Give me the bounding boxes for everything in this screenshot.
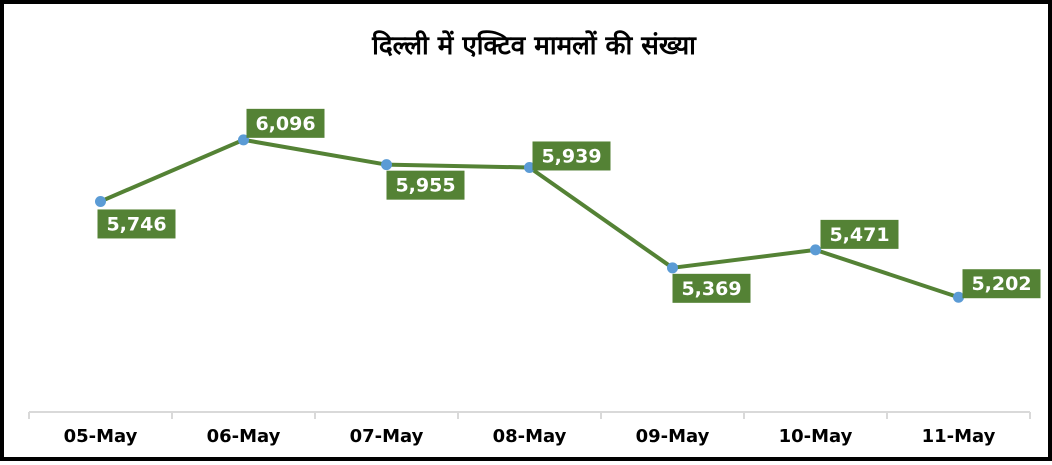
data-label-text: 5,471 xyxy=(829,224,889,246)
data-point-marker xyxy=(238,134,249,146)
x-tick-label: 10-May xyxy=(779,426,853,447)
data-label: 5,202 xyxy=(962,269,1041,299)
markers-group xyxy=(95,134,964,303)
data-labels-group: 5,746 6,096 5,955 5,939 5,369 5,471 5,202 xyxy=(97,108,1041,303)
x-tick-label: 07-May xyxy=(350,426,424,447)
data-label: 5,746 xyxy=(97,209,176,239)
data-point-marker xyxy=(810,244,821,256)
data-label-box xyxy=(97,209,176,239)
data-label-box xyxy=(386,170,465,200)
x-tick-label: 09-May xyxy=(636,426,710,447)
data-label-text: 5,955 xyxy=(395,175,455,197)
chart-title: दिल्ली में एक्टिव मामलों की संख्या xyxy=(371,30,697,61)
line-chart: दिल्ली में एक्टिव मामलों की संख्या 05-Ma… xyxy=(28,30,1041,447)
data-label: 5,471 xyxy=(820,219,899,249)
data-point-marker xyxy=(381,159,392,171)
x-tick-label: 08-May xyxy=(493,426,567,447)
data-point-marker xyxy=(953,291,964,303)
data-label-box xyxy=(532,141,611,171)
data-label-box xyxy=(820,219,899,249)
x-tick-label: 05-May xyxy=(64,426,138,447)
data-point-marker xyxy=(667,262,678,274)
x-axis: 05-May 06-May 07-May 08-May 09-May 10-May 11-M… xyxy=(28,411,1031,447)
data-label-text: 5,746 xyxy=(106,213,166,235)
data-point-marker xyxy=(95,195,106,207)
x-tick-label: 11-May xyxy=(922,426,996,447)
data-label-box xyxy=(962,269,1041,299)
data-label: 6,096 xyxy=(246,108,325,138)
x-tick-label: 06-May xyxy=(207,426,281,447)
data-label-text: 5,202 xyxy=(971,273,1031,295)
data-label: 5,369 xyxy=(672,273,751,303)
data-label-text: 5,939 xyxy=(541,145,601,167)
data-label-text: 6,096 xyxy=(255,113,315,135)
data-label-text: 5,369 xyxy=(681,278,741,300)
data-label-box xyxy=(246,108,325,138)
data-label: 5,955 xyxy=(386,170,465,200)
data-point-marker xyxy=(524,161,535,173)
data-label-box xyxy=(672,273,751,303)
data-label: 5,939 xyxy=(532,141,611,171)
